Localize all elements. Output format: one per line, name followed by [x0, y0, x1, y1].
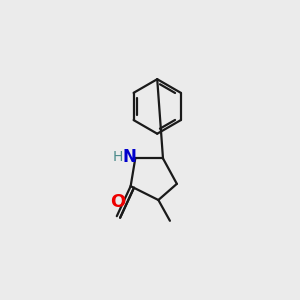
- Text: O: O: [110, 193, 125, 211]
- Text: N: N: [123, 148, 136, 166]
- Text: H: H: [113, 150, 123, 164]
